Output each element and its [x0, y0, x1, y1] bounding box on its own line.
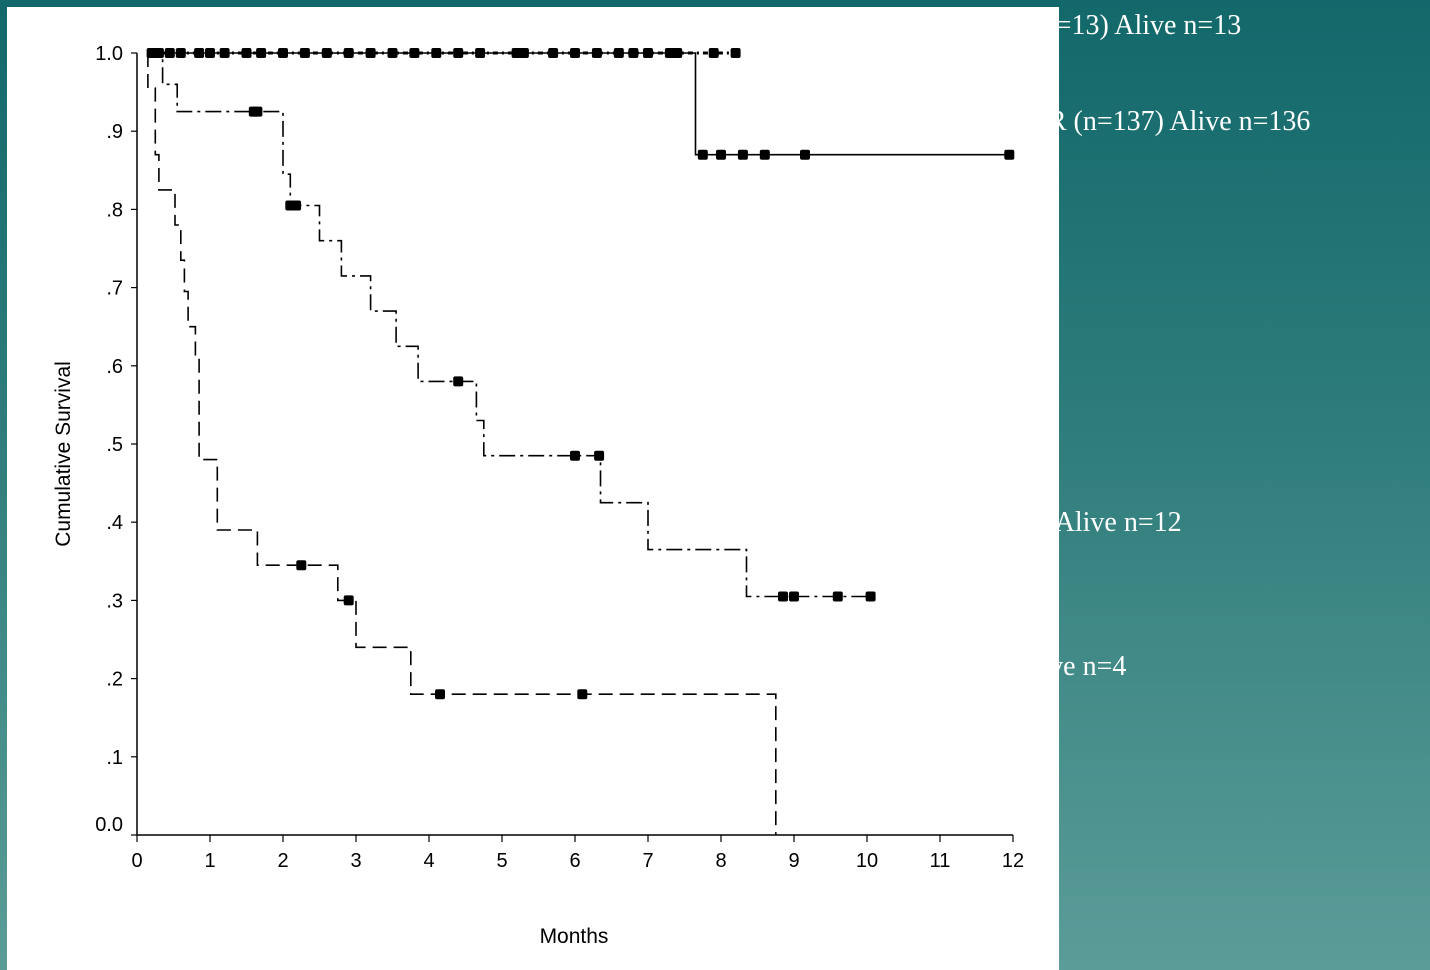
censor-mark-0: [205, 48, 215, 58]
y-tick-label: 0.0: [95, 814, 123, 836]
censor-mark-0: [453, 48, 464, 58]
x-tick-label: 1: [204, 850, 215, 872]
censor-mark-0: [365, 48, 376, 58]
y-tick-label: .7: [106, 278, 123, 300]
censor-mark-1: [759, 149, 770, 160]
censor-mark-0: [321, 48, 332, 58]
censor-mark-1: [518, 48, 529, 58]
censor-mark-2: [778, 591, 788, 602]
censor-mark-0: [628, 48, 639, 58]
censor-mark-1: [716, 149, 726, 160]
censor-mark-1: [737, 149, 748, 160]
censor-mark-2: [789, 591, 799, 602]
y-axis-title: Cumulative Survival: [52, 361, 75, 547]
x-tick-label: 2: [277, 850, 288, 872]
series-line-1: [147, 52, 1010, 156]
censor-mark-3: [296, 560, 307, 571]
x-tick-label: 6: [569, 850, 580, 872]
x-tick-label: 8: [715, 850, 726, 872]
y-tick-label: .9: [106, 121, 123, 143]
censor-mark-1: [431, 48, 442, 58]
y-tick-label: .6: [106, 356, 123, 378]
x-tick-label: 7: [642, 850, 653, 872]
chart-censor-marks: [146, 48, 1015, 700]
x-axis-title: Months: [540, 925, 609, 948]
y-tick-label: .4: [106, 512, 123, 534]
censor-mark-1: [800, 149, 810, 160]
censor-mark-1: [1004, 149, 1015, 160]
x-tick-label: 9: [788, 850, 799, 872]
y-tick-label: .2: [106, 669, 123, 691]
plot-panel: 0.0.1.2.3.4.5.6.7.8.9 1.0 0 1 2 3 4 5 6 7 8 9 10 11 12…: [7, 7, 1059, 970]
chart-series: [147, 51, 1010, 835]
x-tick-label: 10: [856, 850, 878, 872]
censor-mark-1: [194, 48, 205, 58]
censor-mark-0: [153, 48, 164, 58]
censor-mark-0: [409, 48, 420, 58]
annotation-hiv-pos-no-mdr: HIV positive with No MDR (n=27) Alive n=…: [652, 507, 1182, 538]
censor-mark-2: [453, 376, 464, 387]
censor-mark-1: [475, 48, 486, 58]
y-tick-label: .1: [106, 747, 123, 769]
chart-axes: 0.0.1.2.3.4.5.6.7.8.91.00 1 2 3 4 5 6 7 8 9 10 11 12: [95, 43, 1024, 872]
censor-mark-3: [577, 689, 588, 700]
annotation-hiv-neg-no-mdr: HIV seronegative with No MDR (n=137) Ali…: [700, 106, 1311, 137]
censor-mark-1: [643, 48, 653, 58]
series-line-2: [147, 52, 871, 598]
censor-mark-1: [548, 48, 559, 58]
censor-mark-1: [343, 48, 354, 58]
y-tick-label: .5: [106, 434, 123, 456]
x-tick-label: 12: [1002, 850, 1024, 872]
censor-mark-2: [594, 450, 605, 461]
censor-mark-1: [664, 48, 675, 58]
censor-mark-0: [730, 48, 741, 58]
censor-mark-1: [387, 48, 398, 58]
censor-mark-2: [865, 591, 876, 602]
y-tick-label: 1.0: [95, 43, 123, 65]
censor-mark-2: [252, 106, 263, 117]
x-tick-label: 3: [350, 850, 361, 872]
x-tick-label: 5: [496, 850, 507, 872]
censor-mark-0: [175, 48, 186, 58]
series-line-3: [147, 53, 777, 835]
y-tick-label: .8: [106, 199, 123, 221]
censor-mark-1: [219, 48, 230, 58]
censor-mark-2: [570, 450, 580, 461]
x-tick-label: 4: [423, 850, 434, 872]
y-tick-label: .3: [106, 590, 123, 612]
censor-mark-3: [343, 595, 354, 606]
censor-mark-0: [164, 48, 175, 58]
censor-mark-0: [278, 48, 288, 58]
x-tick-label: 0: [131, 850, 142, 872]
censor-mark-1: [256, 48, 267, 58]
censor-mark-0: [708, 48, 719, 58]
censor-mark-1: [299, 48, 310, 58]
survival-chart: 0.0.1.2.3.4.5.6.7.8.91.00 1 2 3 4 5 6 7 8 9 10 11 12…: [52, 43, 1024, 948]
censor-mark-2: [832, 591, 843, 602]
annotation-hiv-neg-mdr: HIV seronegative with MDR (n=13) Alive n…: [700, 10, 1242, 41]
censor-mark-1: [591, 48, 602, 58]
censor-mark-0: [570, 48, 580, 58]
censor-mark-3: [435, 689, 445, 700]
censor-mark-2: [291, 200, 302, 211]
censor-mark-0: [241, 48, 252, 58]
censor-mark-1: [697, 149, 708, 160]
x-tick-label: 11: [930, 850, 951, 872]
annotation-hiv-pos-mdr: HIV positive with MDR (n=23) Alive n=4: [652, 651, 1127, 682]
censor-mark-1: [613, 48, 624, 58]
